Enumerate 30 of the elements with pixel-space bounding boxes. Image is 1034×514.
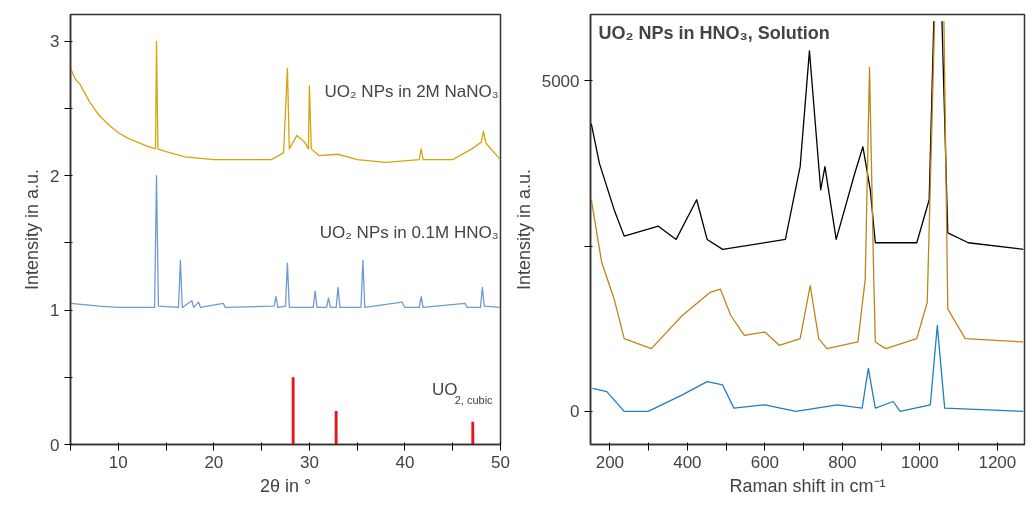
y-tick-label: 0 — [570, 402, 580, 422]
x-tick-label: 600 — [750, 452, 780, 472]
y-axis-title: Intensity in a.u. — [22, 168, 43, 291]
x-tick-label: 30 — [299, 452, 319, 472]
y-tick-label: 0 — [50, 435, 60, 455]
x-tick-label: 1200 — [978, 452, 1017, 472]
x-tick-label: 50 — [491, 452, 510, 472]
x-tick-label: 1000 — [900, 452, 939, 472]
line-series — [591, 324, 1024, 413]
text: UO₂ NPs in HNO₃, Solution — [598, 22, 830, 43]
y-tick-label: 5000 — [541, 71, 580, 91]
x-axis-title: 2θ in ° — [259, 475, 312, 496]
x-tick-label: 400 — [673, 452, 702, 472]
bar — [334, 410, 338, 445]
x-tick-label: 40 — [395, 452, 415, 472]
x-tick-label: 800 — [828, 452, 857, 472]
y-tick-label: 3 — [50, 32, 60, 52]
y-axis-title: Intensity in a.u. — [513, 168, 534, 291]
x-axis-title: Raman shift in cm⁻¹ — [729, 475, 886, 496]
line-series — [70, 175, 501, 309]
x-tick-label: 200 — [595, 452, 625, 472]
bar — [291, 377, 295, 445]
y-tick-label: 1 — [50, 301, 60, 321]
bar — [471, 421, 475, 445]
series-label: UO₂ NPs in 2M NaNO₃ — [324, 81, 499, 101]
text: UO₂ NPs in 0.1M HNO₃ — [319, 222, 499, 242]
y-tick-label: 2 — [50, 166, 60, 186]
x-tick-label: 20 — [204, 452, 224, 472]
x-tick-label: 10 — [108, 452, 128, 472]
line-series — [70, 40, 501, 163]
